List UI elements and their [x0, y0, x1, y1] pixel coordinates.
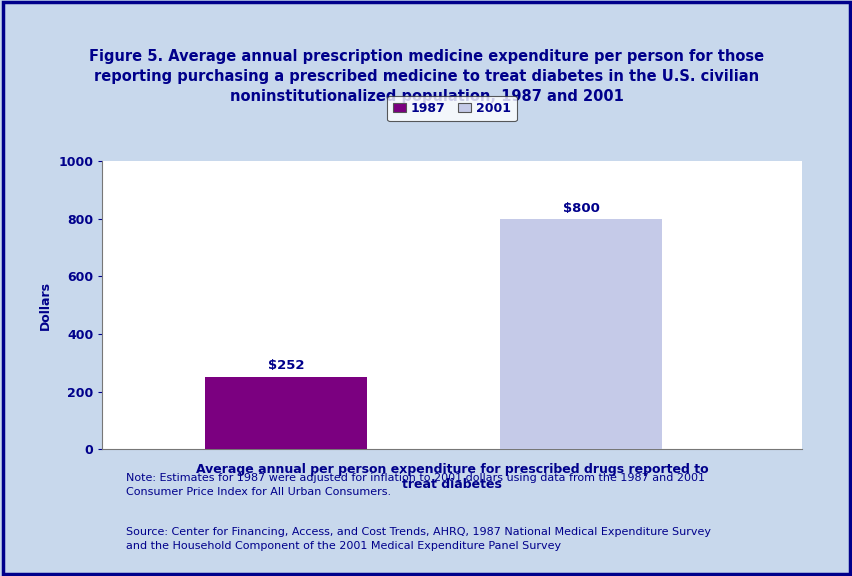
Legend: 1987, 2001: 1987, 2001 [387, 96, 516, 121]
Y-axis label: Dollars: Dollars [38, 281, 51, 330]
Bar [205, 377, 367, 449]
X-axis label: Average annual per person expenditure for prescribed drugs reported to
treat dia: Average annual per person expenditure fo… [196, 463, 707, 491]
Text: $800: $800 [561, 202, 599, 214]
Bar [499, 219, 661, 449]
Text: $252: $252 [268, 359, 304, 373]
Text: Source: Center for Financing, Access, and Cost Trends, AHRQ, 1987 National Medic: Source: Center for Financing, Access, an… [125, 527, 710, 551]
Text: Note: Estimates for 1987 were adjusted for inflation to 2001 dollars using data : Note: Estimates for 1987 were adjusted f… [125, 473, 704, 497]
Text: Figure 5. Average annual prescription medicine expenditure per person for those
: Figure 5. Average annual prescription me… [89, 49, 763, 104]
